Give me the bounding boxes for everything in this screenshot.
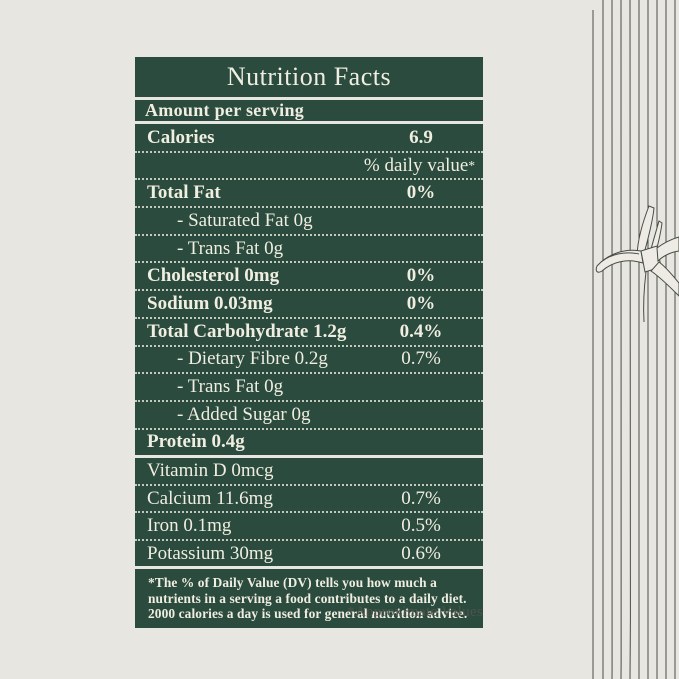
- nutrient-label: Total Carbohydrate 1.2g: [147, 320, 347, 342]
- amount-per-serving-band: Amount per serving: [135, 100, 483, 121]
- nutrient-value: 0%: [406, 182, 436, 204]
- nutrition-label: Nutrition Facts Amount per serving Calor…: [135, 57, 483, 629]
- nutrient-value: 0%: [406, 292, 436, 314]
- calories-value: 6.9: [409, 126, 433, 148]
- nutrient-label: Protein 0.4g: [147, 431, 245, 453]
- nutrient-row-cholesterol: Cholesterol 0mg 0%: [135, 263, 483, 292]
- micro-label: Potassium 30mg: [147, 542, 274, 564]
- micro-row-vitamin-d: Vitamin D 0mcg: [135, 458, 483, 486]
- nutrient-label: - Trans Fat 0g: [177, 376, 284, 398]
- micro-label: Calcium 11.6mg: [147, 487, 273, 509]
- calories-label: Calories: [147, 126, 215, 148]
- nutrients-box: Calories 6.9 % daily value * Total Fat 0%…: [135, 124, 483, 456]
- daily-value-header-row: % daily value *: [135, 153, 483, 181]
- nutrient-label: Sodium 0.03mg: [147, 292, 273, 314]
- daily-value-header: % daily value: [363, 154, 469, 176]
- amount-per-serving-label: Amount per serving: [145, 100, 305, 120]
- micro-value: 0.7%: [401, 487, 441, 509]
- micro-label: Iron 0.1mg: [147, 515, 232, 536]
- nutrient-row-saturated-fat: - Saturated Fat 0g: [135, 208, 483, 236]
- nutrient-value: 0.7%: [401, 348, 441, 370]
- nutrient-value: 0%: [406, 265, 436, 287]
- label-title-box: Nutrition Facts: [135, 57, 483, 97]
- micro-row-iron: Iron 0.1mg 0.5%: [135, 513, 483, 541]
- micronutrients-box: Vitamin D 0mcg Calcium 11.6mg 0.7% Iron …: [135, 458, 483, 567]
- nutrient-label: - Saturated Fat 0g: [177, 209, 313, 231]
- nutrient-label: Total Fat: [147, 182, 221, 204]
- nutrient-label: - Dietary Fibre 0.2g: [177, 348, 328, 370]
- nutrient-row-sodium: Sodium 0.03mg 0%: [135, 291, 483, 319]
- nutrient-label: - Trans Fat 0g: [177, 237, 284, 259]
- nutrient-row-carbohydrate: Total Carbohydrate 1.2g 0.4%: [135, 319, 483, 347]
- footnote-box: *The % of Daily Value (DV) tells you how…: [135, 569, 483, 629]
- micro-value: 0.5%: [401, 515, 441, 536]
- nutrient-row-trans-fat: - Trans Fat 0g: [135, 236, 483, 264]
- approximate-values-note: *Approximate Values: [347, 604, 483, 620]
- nutrient-value: 0.4%: [399, 320, 443, 342]
- nutrient-label: Cholesterol 0mg: [147, 265, 280, 287]
- micro-row-potassium: Potassium 30mg 0.6%: [135, 541, 483, 567]
- calories-row: Calories 6.9: [135, 125, 483, 153]
- label-title: Nutrition Facts: [226, 62, 392, 91]
- nutrient-row-dietary-fibre: - Dietary Fibre 0.2g 0.7%: [135, 347, 483, 375]
- nutrient-row-trans-fat-2: - Trans Fat 0g: [135, 374, 483, 402]
- micro-label: Vitamin D 0mcg: [147, 460, 274, 481]
- micro-value: 0.6%: [401, 542, 441, 564]
- bamboo-line-art-icon: [591, 0, 679, 679]
- nutrient-row-total-fat: Total Fat 0%: [135, 180, 483, 209]
- nutrient-row-added-sugar: - Added Sugar 0g: [135, 402, 483, 430]
- nutrient-label: - Added Sugar 0g: [177, 403, 311, 425]
- daily-value-asterisk: *: [468, 157, 475, 173]
- micro-row-calcium: Calcium 11.6mg 0.7%: [135, 486, 483, 514]
- nutrient-row-protein: Protein 0.4g: [135, 430, 483, 456]
- footnote-text: *The % of Daily Value (DV) tells you how…: [148, 575, 468, 622]
